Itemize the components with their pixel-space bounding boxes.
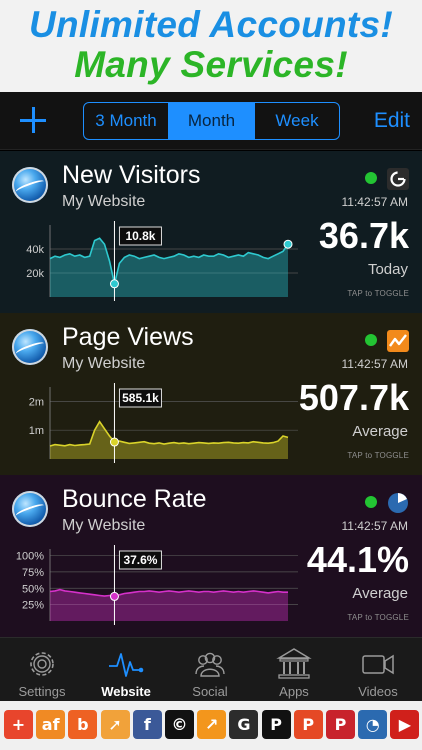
card-timestamp: 11:42:57 AM [341,519,409,533]
gauge-icon[interactable]: G [229,710,259,739]
cursor-icon[interactable]: ➚ [100,710,130,739]
tab-label: Website [101,684,151,699]
tooltip-box [118,550,162,570]
edit-button[interactable]: Edit [373,109,410,132]
series-line [49,237,289,284]
line-chart-icon [387,330,409,352]
promo-subheadline: Many Services! [74,44,348,85]
endpoint-marker [283,239,293,249]
card-value: 507.7k [298,377,409,418]
pulse-icon [109,653,144,677]
youtube-icon[interactable]: ▶ [390,710,420,739]
card-value-label: Today [367,261,408,278]
y-tick-label: 1m [29,425,44,437]
tab-website[interactable]: Website [84,638,168,702]
card-value: 44.1% [306,539,409,580]
segment-month[interactable]: Month [169,103,255,139]
tab-label: Videos [358,684,398,699]
series-line [49,588,288,598]
series-area [50,589,288,621]
gear-icon [30,652,54,676]
bitly-icon[interactable]: b [68,710,98,739]
y-tick-label: 2m [29,396,44,408]
tooltip-box [118,226,162,246]
y-tick-label: 20k [26,268,44,280]
tooltip-value: 10.8k [125,229,155,243]
tab-social[interactable]: Social [168,638,252,702]
card-title: Page Views [62,323,194,351]
highlight-point [109,591,119,601]
status-indicator [365,334,377,346]
status-indicator [365,172,377,184]
card-chart[interactable]: 40k 20k 10.8k [0,221,300,301]
globe-icon [12,329,48,365]
pinterest-icon[interactable]: P [326,710,355,739]
card-value-label: Average [352,585,408,602]
people-icon [195,652,225,677]
highlight-point [109,279,119,289]
parse-icon[interactable]: P [261,710,291,739]
card-site: My Website [62,193,146,210]
metric-card-page-views[interactable]: Page Views My Website 11:42:57 AM 507.7k… [0,313,422,475]
video-camera-icon [362,654,394,675]
tooltip-value: 37.6% [123,553,157,567]
card-title: Bounce Rate [62,485,207,513]
appfigures-icon[interactable]: af [36,710,66,739]
tab-label: Settings [18,684,66,699]
card-timestamp: 11:42:57 AM [341,357,409,371]
card-chart[interactable]: 100% 75% 50% 25% 37.6% [0,545,300,625]
y-tick-label: 40k [26,244,44,256]
globe-icon [12,167,48,203]
metric-card-bounce-rate[interactable]: Bounce Rate My Website 11:42:57 AM 44.1%… [0,475,422,637]
card-timestamp: 11:42:57 AM [341,195,409,209]
toolbar: 3 Month Month Week Edit [0,92,422,150]
date-range-selector: 3 Month Month Week [83,102,340,140]
globe-icon [12,491,48,527]
series-line [49,420,289,447]
pie-chart-icon[interactable]: ◔ [358,710,388,739]
toggle-hint[interactable]: TAP to TOGGLE [347,289,409,298]
metric-card-new-visitors[interactable]: New Visitors My Website 11:42:57 AM 36.7… [0,151,422,313]
card-site: My Website [62,355,146,372]
tab-label: Apps [279,684,309,699]
producthunt-icon[interactable]: P [293,710,323,739]
status-indicator [365,496,377,508]
facebook-icon[interactable]: f [132,710,162,739]
pie-chart-icon [387,492,409,514]
y-tick-label: 75% [22,567,44,579]
card-site: My Website [62,517,146,534]
add-service-icon[interactable]: + [4,710,33,739]
highlight-point [109,437,119,447]
promo-headline: Unlimited Accounts! [28,4,394,45]
card-title: New Visitors [62,161,201,189]
copyright-icon[interactable]: © [165,710,194,739]
segment-week[interactable]: Week [275,111,319,130]
y-tick-label: 50% [22,583,44,595]
bank-icon [276,648,312,679]
toggle-hint[interactable]: TAP to TOGGLE [347,613,409,622]
y-tick-label: 100% [16,551,44,563]
card-chart[interactable]: 2m 1m 585.1k [0,383,300,463]
tooltip-box [118,388,162,408]
service-strip: + af b ➚ f © ↗ G P P P ◔ ▶ [0,701,422,750]
add-button[interactable] [16,102,50,138]
series-area [50,238,288,297]
tab-settings[interactable]: Settings [0,638,84,702]
tab-label: Social [192,684,228,699]
y-tick-label: 25% [22,600,44,612]
segment-3-month[interactable]: 3 Month [84,103,169,139]
tab-apps[interactable]: Apps [252,638,336,702]
tab-videos[interactable]: Videos [336,638,420,702]
google-analytics-icon[interactable]: ↗ [197,710,227,739]
card-value: 36.7k [318,215,409,256]
promo-banner: Unlimited Accounts! Many Services! [0,0,422,92]
series-area [50,421,288,459]
toggle-hint[interactable]: TAP to TOGGLE [347,451,409,460]
gauge-icon [387,168,409,190]
tooltip-value: 585.1k [122,391,159,405]
tab-bar: Settings Website Social Apps [0,637,422,701]
card-value-label: Average [352,423,408,440]
